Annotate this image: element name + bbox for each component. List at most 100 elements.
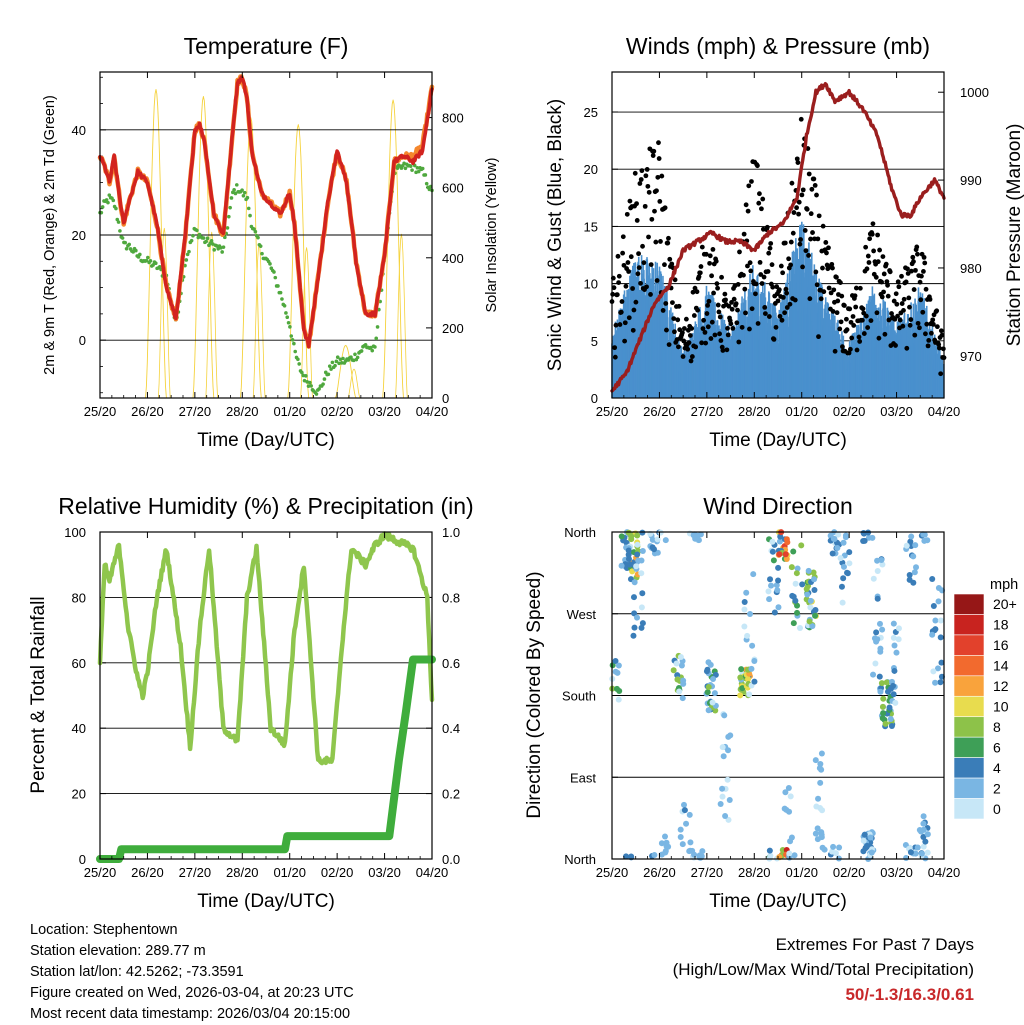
wind-gust-point (756, 200, 762, 206)
wind-gust-point (659, 173, 665, 179)
wind-gust-point (897, 317, 903, 323)
wind-direction-point (794, 602, 801, 609)
colorbar-swatch (953, 634, 985, 656)
temp-ytick-label: 0 (79, 333, 86, 348)
wind-gust-point (829, 261, 835, 267)
temp-xtick-label: 26/20 (131, 404, 164, 419)
dewpoint-point (242, 190, 247, 195)
wind-direction-point (910, 579, 917, 586)
wind-direction-point (932, 617, 939, 624)
wind-gust-point (747, 326, 752, 332)
wind-gust-point (632, 170, 638, 176)
wind-gust-point (867, 236, 873, 242)
wind-direction-point (678, 662, 685, 669)
temp-xtick-label: 27/20 (179, 404, 212, 419)
dewpoint-point (116, 220, 121, 224)
dewpoint-point (355, 355, 360, 360)
colorbar-label: 20+ (993, 596, 1017, 612)
dewpoint-point (187, 249, 191, 254)
dir-ytick-label: North (564, 852, 596, 867)
wind-gust-point (917, 325, 922, 331)
wind-gust-point (719, 274, 724, 280)
wind-gust-point (794, 205, 799, 211)
wind-gust-point (622, 338, 628, 344)
wind-gust-point (617, 322, 623, 327)
wind-gust-point (777, 313, 783, 319)
wind-direction-point (609, 662, 616, 669)
dewpoint-point (334, 359, 339, 364)
wind-xtick-label: 03/20 (880, 404, 913, 419)
wind-gust-point (713, 258, 719, 264)
wind-gust-point (868, 318, 874, 323)
solar-insolation-curve (287, 124, 310, 399)
temp-y2label: Solar Insolation (Yellow) (484, 157, 500, 312)
wind-gust-point (808, 211, 814, 217)
dewpoint-point (212, 248, 217, 252)
dewpoint-point (205, 236, 210, 241)
wind-direction-point (634, 541, 641, 548)
wind-frame (611, 71, 945, 399)
wind-gust-point (634, 201, 639, 207)
wind-gust-point (735, 281, 741, 287)
wind-gust-point (759, 281, 765, 286)
wind-direction-point (623, 853, 630, 860)
wind-gust-point (787, 301, 793, 307)
wind-y2tick-label: 990 (960, 173, 982, 188)
wind-gust-point (788, 239, 794, 245)
rh-ytick-label: 80 (72, 590, 86, 605)
dir-title: Wind Direction (703, 493, 853, 519)
wind-gust-point (899, 301, 905, 306)
wind-direction-point (741, 606, 748, 613)
wind-direction-point (771, 609, 778, 616)
dewpoint-point (123, 240, 128, 245)
wind-gust-point (707, 253, 713, 259)
wind-gust-point (808, 236, 813, 242)
wind-gust-point (644, 284, 649, 290)
wind-gust-point (881, 289, 886, 295)
temp-xtick-label: 25/20 (84, 404, 117, 419)
wind-direction-point (868, 849, 875, 856)
wind-direction-point (616, 687, 623, 694)
dewpoint-point (100, 205, 105, 209)
wind-direction-point (749, 642, 756, 649)
wind-gust-point (653, 239, 659, 245)
wind-ytick-label: 10 (584, 277, 598, 292)
wind-direction-point (679, 841, 686, 848)
dewpoint-point (191, 233, 195, 238)
wind-direction-point (631, 579, 638, 586)
colorbar-title: mph (990, 577, 1018, 593)
wind-gust-point (870, 221, 876, 227)
wind-gust-point (724, 347, 730, 353)
dewpoint-point (292, 341, 296, 346)
wind-direction-point (679, 695, 686, 702)
wind-gust-point (927, 296, 933, 302)
wind-gust-point (857, 285, 863, 291)
wind-direction-point (907, 538, 914, 545)
wind-gust-point (689, 326, 695, 331)
wind-direction-point (657, 529, 664, 536)
wind-direction-point (783, 555, 790, 562)
wind-gust-point (831, 287, 837, 293)
wind-gust-point (633, 299, 639, 305)
wind-gust-point (816, 213, 822, 219)
wind-direction-point (860, 837, 867, 844)
wind-gust-point (636, 265, 642, 271)
wind-gust-point (936, 345, 942, 351)
wind-gust-point (800, 264, 805, 270)
wind-gust-point (638, 280, 643, 286)
wind-gust-point (907, 304, 912, 310)
wind-direction-point (816, 765, 823, 772)
wind-gust-point (893, 291, 899, 297)
wind-gust-point (615, 253, 621, 259)
wind-direction-point (711, 690, 718, 697)
wind-gust-point (621, 262, 627, 268)
wind-gust-point (695, 307, 701, 313)
wind-direction-point (639, 620, 646, 627)
wind-gust-point (704, 311, 710, 316)
wind-gust-point (795, 160, 801, 165)
wind-direction-point (798, 542, 805, 549)
wind-gust-point (729, 299, 734, 305)
wind-gust-point (934, 308, 940, 314)
wind-gust-point (762, 305, 768, 310)
wind-gust-point (725, 325, 730, 331)
